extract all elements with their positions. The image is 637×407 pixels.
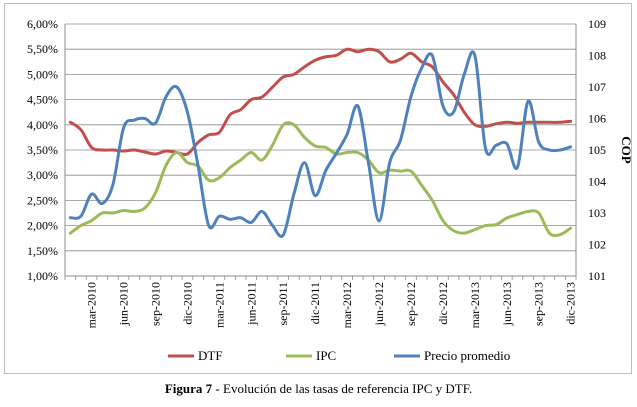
x-tick-label: sep-2013 bbox=[532, 282, 546, 326]
legend-label: DTF bbox=[198, 348, 223, 363]
y-right-tick-label: 109 bbox=[588, 17, 606, 31]
x-tick-label: dic-2010 bbox=[180, 282, 194, 325]
x-tick-label: dic-2013 bbox=[564, 282, 578, 325]
y-left-tick-label: 4,50% bbox=[27, 93, 58, 107]
x-tick-label: mar-2012 bbox=[340, 282, 354, 328]
x-tick-label: sep-2010 bbox=[148, 282, 162, 326]
y-right-tick-label: 106 bbox=[588, 112, 606, 126]
caption-label: Figura 7 bbox=[164, 381, 213, 396]
x-tick-label: dic-2011 bbox=[308, 282, 322, 324]
series-line-dtf bbox=[68, 47, 573, 157]
legend-label: Precio promedio bbox=[424, 348, 510, 363]
y-left-tick-label: 3,50% bbox=[27, 143, 58, 157]
y-right-tick-label: 101 bbox=[588, 269, 606, 283]
x-tick-label: jun-2012 bbox=[372, 282, 386, 326]
figure-caption: Figura 7 - Evolución de las tasas de ref… bbox=[0, 381, 637, 397]
x-tick-label: jun-2010 bbox=[117, 282, 131, 326]
y-left-tick-label: 5,50% bbox=[27, 42, 58, 56]
caption-text: - Evolución de las tasas de referencia I… bbox=[212, 381, 473, 396]
y-left-tick-label: 2,50% bbox=[27, 193, 58, 207]
y-left-tick-label: 6,00% bbox=[27, 17, 58, 31]
y-right-tick-label: 107 bbox=[588, 80, 606, 94]
line-chart: 1,00% 1,50% 2,00% 2,50% 3,00% 3,50% 4,00% 4,50%… bbox=[27, 17, 634, 363]
y-right-tick-label: 105 bbox=[588, 143, 606, 157]
y-right-tick-label: 108 bbox=[588, 49, 606, 63]
y-left-tick-label: 5,00% bbox=[27, 67, 58, 81]
x-tick-label: mar-2010 bbox=[85, 282, 99, 328]
y-left-tick-label: 1,00% bbox=[27, 269, 58, 283]
x-tick-label: sep-2011 bbox=[276, 282, 290, 326]
y-right-tick-label: 103 bbox=[588, 206, 606, 220]
y-left-tick-label: 2,00% bbox=[27, 219, 58, 233]
y-right-axis-label: COP bbox=[619, 136, 634, 164]
series-line-ipc bbox=[68, 121, 573, 238]
x-tick-label: jun-2013 bbox=[500, 282, 514, 326]
y-left-tick-label: 1,50% bbox=[27, 244, 58, 258]
y-left-tick-label: 3,00% bbox=[27, 168, 58, 182]
y-left-tick-label: 4,00% bbox=[27, 118, 58, 132]
x-tick-label: sep-2012 bbox=[404, 282, 418, 326]
series-line-precio-promedio bbox=[68, 50, 573, 238]
x-tick-label: jun-2011 bbox=[244, 282, 258, 326]
x-tick-label: dic-2012 bbox=[436, 282, 450, 325]
y-right-tick-label: 104 bbox=[588, 175, 606, 189]
legend-label: IPC bbox=[316, 348, 336, 363]
chart-frame bbox=[4, 3, 632, 374]
x-tick-label: mar-2013 bbox=[468, 282, 482, 328]
x-tick-label: mar-2011 bbox=[212, 282, 226, 328]
y-right-tick-label: 102 bbox=[588, 238, 606, 252]
